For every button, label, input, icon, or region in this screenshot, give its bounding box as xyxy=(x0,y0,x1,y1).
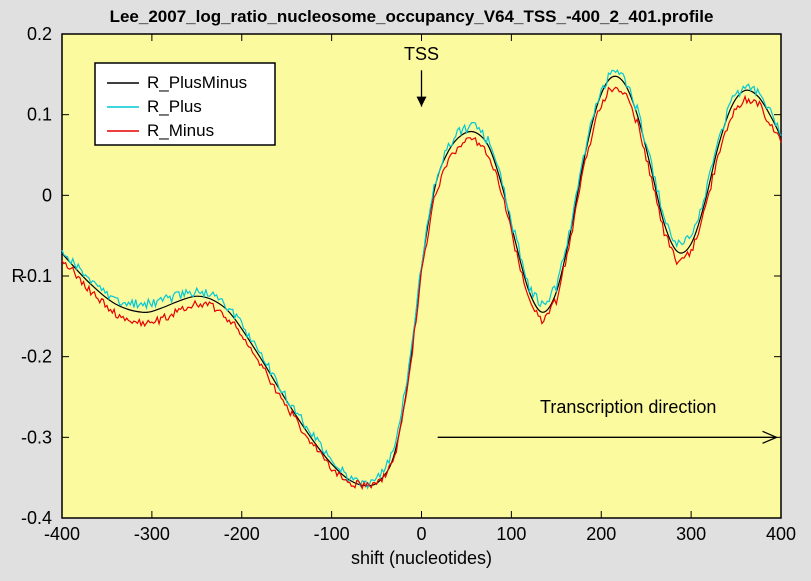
svg-text:-0.1: -0.1 xyxy=(21,266,52,286)
svg-text:100: 100 xyxy=(496,524,526,544)
svg-text:-0.3: -0.3 xyxy=(21,427,52,447)
svg-text:TSS: TSS xyxy=(404,44,439,64)
svg-text:R: R xyxy=(12,266,25,286)
line-chart: -400-300-200-1000100200300400-0.4-0.3-0.… xyxy=(0,0,811,581)
svg-text:-200: -200 xyxy=(224,524,260,544)
svg-text:R_PlusMinus: R_PlusMinus xyxy=(147,73,247,92)
svg-text:300: 300 xyxy=(676,524,706,544)
svg-text:R_Plus: R_Plus xyxy=(147,97,202,116)
svg-text:400: 400 xyxy=(766,524,796,544)
svg-text:R_Minus: R_Minus xyxy=(147,121,214,140)
svg-text:-100: -100 xyxy=(314,524,350,544)
svg-text:Lee_2007_log_ratio_nucleosome_: Lee_2007_log_ratio_nucleosome_occupancy_… xyxy=(110,7,714,26)
svg-text:-0.4: -0.4 xyxy=(21,508,52,528)
svg-text:shift (nucleotides): shift (nucleotides) xyxy=(351,548,492,568)
svg-text:0.2: 0.2 xyxy=(27,24,52,44)
svg-text:200: 200 xyxy=(586,524,616,544)
svg-text:-300: -300 xyxy=(134,524,170,544)
svg-text:0.1: 0.1 xyxy=(27,105,52,125)
svg-text:0: 0 xyxy=(416,524,426,544)
svg-text:Transcription direction: Transcription direction xyxy=(540,397,716,417)
svg-text:-0.2: -0.2 xyxy=(21,347,52,367)
chart-container: -400-300-200-1000100200300400-0.4-0.3-0.… xyxy=(0,0,811,581)
svg-text:0: 0 xyxy=(42,185,52,205)
